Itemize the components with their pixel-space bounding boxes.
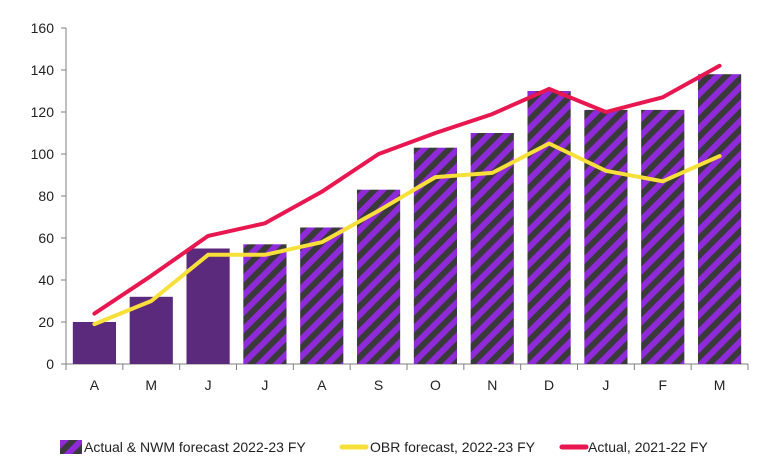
bar-forecast bbox=[413, 147, 458, 364]
bar-forecast bbox=[470, 133, 514, 364]
legend-swatch-bars bbox=[60, 440, 82, 454]
x-tick-label: A bbox=[90, 377, 100, 393]
y-tick-label: 100 bbox=[31, 146, 55, 162]
y-tick-label: 20 bbox=[38, 314, 54, 330]
x-tick-label: J bbox=[261, 377, 268, 393]
bars bbox=[72, 74, 742, 365]
y-tick-label: 140 bbox=[31, 62, 55, 78]
y-tick-label: 40 bbox=[38, 272, 54, 288]
line-obr-forecast bbox=[92, 141, 722, 327]
y-tick-label: 160 bbox=[31, 20, 55, 36]
x-tick-label: F bbox=[658, 377, 667, 393]
y-tick-label: 60 bbox=[38, 230, 54, 246]
legend-label-bars: Actual & NWM forecast 2022-23 FY bbox=[84, 439, 306, 455]
y-tick-labels: 0 20 40 60 80 100 120 140 160 bbox=[31, 20, 55, 372]
bar-forecast bbox=[641, 109, 685, 365]
legend-label-actual: Actual, 2021-22 FY bbox=[588, 439, 709, 455]
axes bbox=[61, 27, 749, 370]
bar-actual bbox=[72, 322, 117, 364]
x-tick-label: N bbox=[487, 377, 497, 393]
y-tick-label: 0 bbox=[46, 356, 54, 372]
line-actual-2021-22 bbox=[92, 63, 722, 316]
bar-forecast bbox=[527, 91, 571, 364]
x-tick-label: M bbox=[145, 377, 157, 393]
x-tick-label: M bbox=[714, 377, 726, 393]
lines bbox=[92, 63, 722, 327]
x-tick-label: J bbox=[602, 377, 609, 393]
x-tick-label: S bbox=[374, 377, 383, 393]
bar-forecast bbox=[584, 109, 628, 365]
bar-forecast bbox=[356, 189, 401, 364]
bar-forecast bbox=[697, 74, 742, 364]
y-tick-label: 80 bbox=[38, 188, 54, 204]
legend: Actual & NWM forecast 2022-23 FY OBR fore… bbox=[60, 439, 709, 455]
x-tick-label: J bbox=[205, 377, 212, 393]
bar-forecast bbox=[300, 227, 344, 364]
y-tick-label: 120 bbox=[31, 104, 55, 120]
x-tick-label: D bbox=[544, 377, 554, 393]
x-tick-label: O bbox=[430, 377, 441, 393]
bar-forecast bbox=[243, 244, 287, 364]
legend-label-obr: OBR forecast, 2022-23 FY bbox=[370, 439, 536, 455]
x-tick-label: A bbox=[317, 377, 327, 393]
